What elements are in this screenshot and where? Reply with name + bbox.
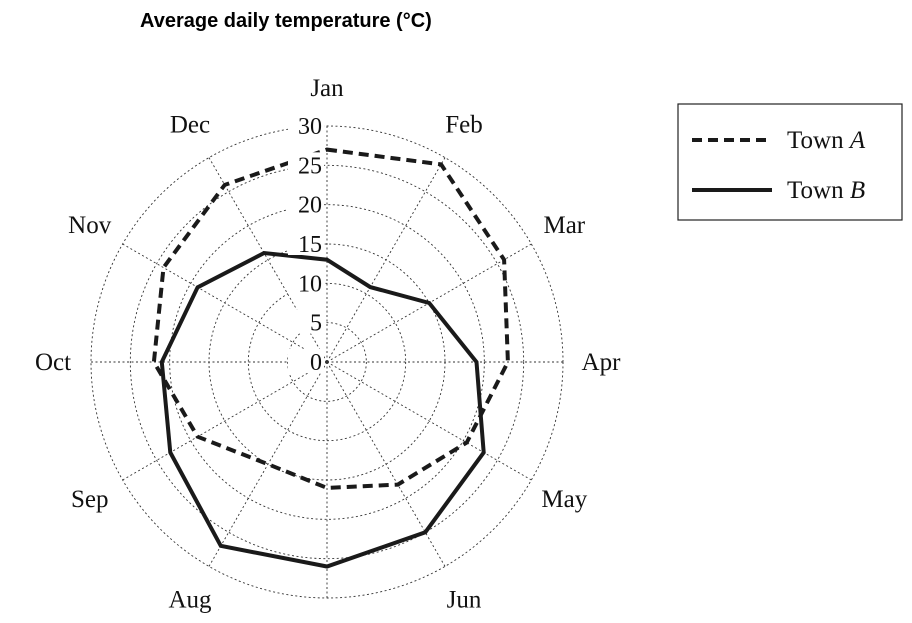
series-line-town-b (159, 250, 486, 569)
radial-tick-label: 20 (298, 193, 322, 219)
grid-spoke (122, 243, 328, 363)
grid (90, 125, 564, 599)
radial-tick-label: 30 (298, 114, 322, 140)
radial-tick-label: 10 (298, 271, 322, 297)
category-labels: Jan Feb Mar Apr May Jun Aug Sep Oct Nov Dec (35, 75, 621, 613)
category-label-mar: Mar (543, 212, 585, 239)
grid-spoke (326, 157, 446, 363)
grid-circle (247, 282, 407, 442)
tick-label-bg (288, 191, 324, 216)
series-group (151, 147, 510, 569)
grid-circle (287, 322, 367, 402)
tick-label-bg (288, 113, 324, 137)
grid-spoke (326, 361, 446, 567)
category-label-oct: Oct (35, 349, 71, 376)
category-label-feb: Feb (445, 112, 483, 139)
legend-box (677, 103, 903, 221)
category-label-dec: Dec (170, 112, 210, 139)
category-label-apr: Apr (582, 349, 622, 376)
grid-circle (129, 164, 525, 560)
legend-label-town-b: Town B (787, 177, 865, 204)
category-label-sep: Sep (71, 486, 109, 513)
tick-label-bg (288, 309, 324, 334)
radial-tick-label: 5 (310, 311, 322, 337)
tick-label-bg (288, 152, 324, 177)
grid-spoke (122, 361, 328, 481)
radial-tick-label: 0 (310, 350, 322, 376)
tick-label-bg (288, 349, 324, 373)
tick-label-bg (288, 231, 324, 255)
chart-title: Average daily temperature (°C) (140, 10, 432, 32)
grid-circle (169, 204, 485, 520)
category-label-nov: Nov (68, 212, 112, 239)
series-line-town-a (151, 147, 510, 490)
grid-spoke (208, 157, 328, 363)
grid-spoke (326, 361, 532, 481)
radial-ticks: 0 5 10 15 20 25 30 (288, 113, 324, 376)
category-label-jun: Jun (447, 586, 482, 613)
tick-label-bg (288, 270, 324, 295)
category-label-may: May (541, 486, 587, 513)
category-label-jan: Jan (310, 75, 344, 102)
grid-spoke (208, 361, 328, 567)
radial-tick-label: 25 (298, 153, 322, 179)
category-label-aug: Aug (168, 586, 212, 613)
legend: Town A Town B (677, 103, 903, 221)
legend-label-town-a: Town A (787, 127, 866, 154)
radial-tick-label: 15 (298, 232, 322, 258)
